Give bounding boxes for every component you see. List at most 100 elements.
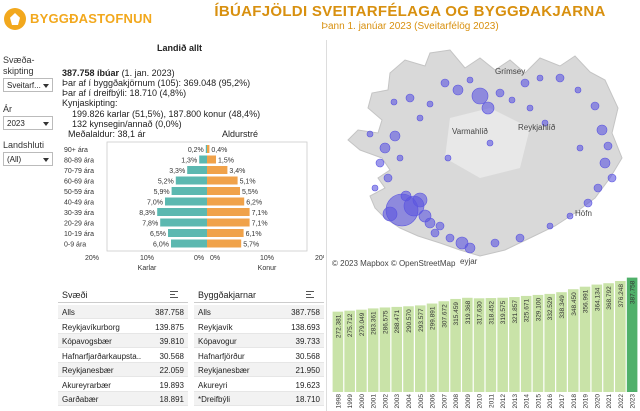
population-bubble[interactable] <box>490 238 500 248</box>
table-row[interactable]: Reykjavíkurborg 139.875 <box>58 319 188 334</box>
year-bar[interactable] <box>403 306 414 392</box>
population-bubble[interactable] <box>555 73 565 83</box>
population-bubble[interactable] <box>379 142 391 154</box>
population-bubble[interactable] <box>526 104 534 112</box>
population-bubble[interactable] <box>416 114 424 122</box>
population-bubble[interactable] <box>536 74 544 82</box>
population-bubble[interactable] <box>508 96 516 104</box>
female-bar[interactable] <box>207 187 240 195</box>
year-bar[interactable] <box>509 297 520 392</box>
population-bubble[interactable] <box>383 173 393 183</box>
year-bar[interactable] <box>332 311 344 392</box>
population-bubble[interactable] <box>607 173 617 183</box>
population-bubble[interactable] <box>546 222 554 230</box>
sort-icon[interactable] <box>306 291 314 298</box>
population-bubble[interactable] <box>366 130 374 138</box>
sort-icon[interactable] <box>170 291 178 298</box>
population-bubble[interactable] <box>520 78 530 88</box>
year-bar[interactable] <box>615 281 626 392</box>
male-bar[interactable] <box>157 208 207 216</box>
year-bar[interactable] <box>462 297 473 392</box>
male-bar[interactable] <box>171 187 207 195</box>
female-bar[interactable] <box>207 208 250 216</box>
towns-header[interactable]: Byggðakjarnar <box>194 287 324 303</box>
year-bar[interactable] <box>450 298 461 392</box>
year-bar[interactable] <box>356 309 367 392</box>
year-bar[interactable] <box>426 303 438 392</box>
male-bar[interactable] <box>175 176 207 185</box>
year-select[interactable]: 2023 <box>3 116 53 130</box>
table-row[interactable]: Akureyri 19.623 <box>194 377 324 392</box>
year-bar[interactable] <box>532 294 544 392</box>
population-bubble[interactable] <box>583 198 593 208</box>
population-bubble[interactable] <box>471 87 489 105</box>
male-bar[interactable] <box>205 145 207 153</box>
division-select[interactable]: Sveitarf... <box>3 78 53 92</box>
table-row[interactable]: Garðabær 18.891 <box>58 392 188 406</box>
population-bubble[interactable] <box>603 141 613 151</box>
population-bubble[interactable] <box>481 101 495 115</box>
population-bubble[interactable] <box>593 183 603 193</box>
male-bar[interactable] <box>165 197 207 206</box>
population-bubble[interactable] <box>426 100 434 108</box>
year-bar[interactable] <box>603 283 614 392</box>
male-bar[interactable] <box>171 239 207 248</box>
male-bar[interactable] <box>160 218 207 227</box>
iceland-map[interactable]: Grímsey Varmahlíð Reykjahlíð Höfn eyjar <box>330 38 640 270</box>
table-row[interactable]: Alls 387.758 <box>58 305 188 319</box>
year-bar[interactable] <box>391 306 403 392</box>
female-bar[interactable] <box>207 218 250 227</box>
year-bar[interactable] <box>497 297 508 392</box>
population-bubble[interactable] <box>390 98 398 106</box>
population-bubble[interactable] <box>405 93 415 103</box>
population-bubble[interactable] <box>590 101 600 111</box>
population-bubble[interactable] <box>495 88 505 98</box>
table-row[interactable]: Reykjavík 138.693 <box>194 319 324 334</box>
male-bar[interactable] <box>187 166 207 174</box>
population-bubble[interactable] <box>486 139 494 147</box>
year-bar[interactable] <box>379 307 391 392</box>
table-row[interactable]: Reykjanesbær 21.950 <box>194 363 324 377</box>
population-bubble[interactable] <box>371 184 379 192</box>
population-bubble[interactable] <box>445 233 455 243</box>
table-row[interactable]: Alls 387.758 <box>194 305 324 319</box>
table-row[interactable]: Hafnarfjörður 30.568 <box>194 348 324 363</box>
population-bubble[interactable] <box>389 130 401 142</box>
population-bubble[interactable] <box>452 84 464 96</box>
year-bar[interactable] <box>473 298 485 392</box>
year-bar[interactable] <box>344 310 355 392</box>
population-bubble[interactable] <box>599 157 611 169</box>
population-bubble[interactable] <box>424 217 436 229</box>
map-copyright[interactable]: © 2023 Mapbox © OpenStreetMap <box>332 259 456 268</box>
female-bar[interactable] <box>207 166 228 174</box>
population-bubble[interactable] <box>444 154 452 162</box>
table-row[interactable]: Kópavogur 39.733 <box>194 334 324 348</box>
year-bar[interactable] <box>414 305 426 392</box>
year-bar[interactable] <box>567 289 579 392</box>
population-bubble[interactable] <box>440 78 450 88</box>
female-bar[interactable] <box>207 155 216 164</box>
year-bar[interactable] <box>367 308 379 392</box>
year-bar[interactable] <box>626 277 638 392</box>
population-bubble[interactable] <box>396 154 404 162</box>
region-select[interactable]: (All) <box>3 152 53 166</box>
population-bubble[interactable] <box>400 190 412 202</box>
male-bar[interactable] <box>199 155 207 164</box>
female-bar[interactable] <box>207 197 245 206</box>
year-bar[interactable] <box>591 284 603 392</box>
table-row[interactable]: Reykjanesbær 22.059 <box>58 363 188 377</box>
year-bar[interactable] <box>520 295 532 392</box>
population-bubble[interactable] <box>596 124 608 136</box>
population-bubble[interactable] <box>515 233 525 243</box>
population-bubble[interactable] <box>382 206 398 222</box>
year-bar[interactable] <box>579 286 591 392</box>
table-row[interactable]: Hafnarfjarðarkaupsta.. 30.568 <box>58 348 188 363</box>
female-bar[interactable] <box>207 239 242 248</box>
female-bar[interactable] <box>207 176 238 185</box>
population-bubble[interactable] <box>574 86 582 94</box>
table-row[interactable]: *Dreifbýli 18.710 <box>194 392 324 406</box>
population-bubble[interactable] <box>430 228 440 238</box>
year-bar[interactable] <box>485 298 497 392</box>
population-bubble[interactable] <box>375 158 385 168</box>
year-bar[interactable] <box>544 293 556 392</box>
